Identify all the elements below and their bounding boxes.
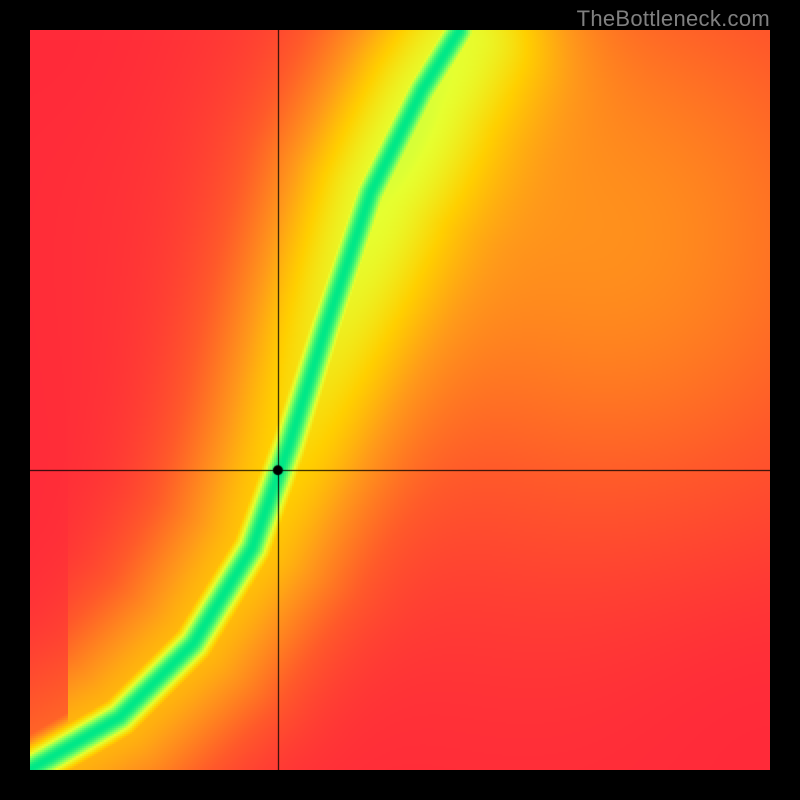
heatmap-plot bbox=[30, 30, 770, 770]
overlay-canvas bbox=[30, 30, 770, 770]
root-frame: TheBottleneck.com bbox=[0, 0, 800, 800]
watermark-text: TheBottleneck.com bbox=[577, 6, 770, 32]
